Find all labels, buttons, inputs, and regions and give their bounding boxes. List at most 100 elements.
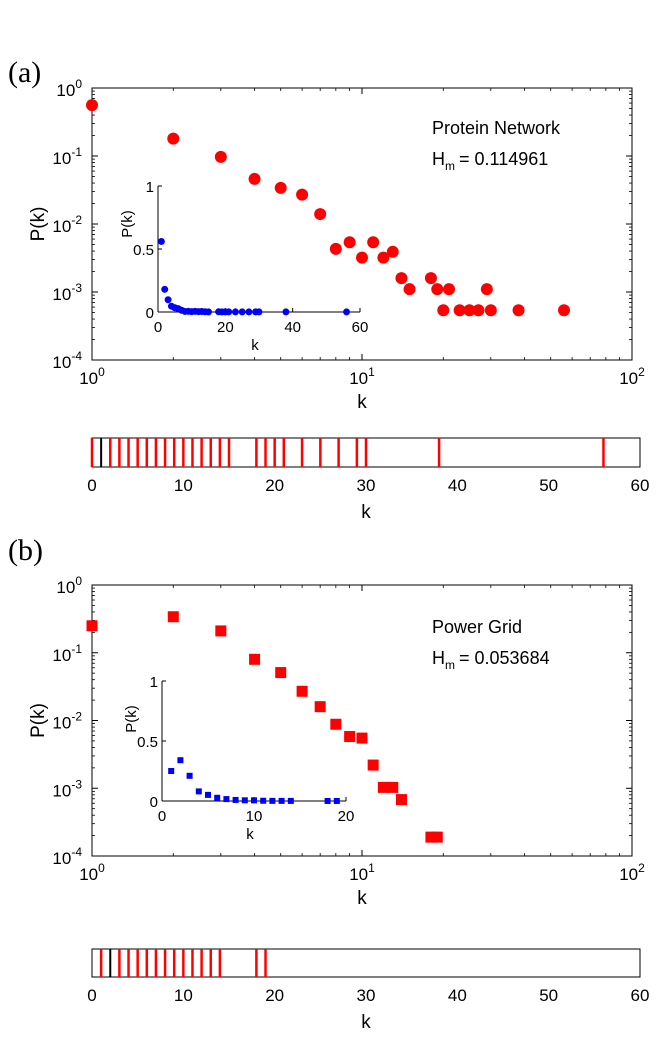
data-point (424, 272, 437, 285)
data-point (344, 731, 356, 743)
inset-y-tick-label: 0.5 (137, 734, 158, 751)
inset-data-point (260, 797, 267, 804)
inset-data-point (324, 797, 331, 804)
inset-data-point (195, 788, 202, 795)
data-point (367, 236, 380, 249)
strip-x-tick-label: 50 (539, 476, 558, 495)
data-point (343, 236, 356, 249)
data-point (472, 304, 485, 317)
inset-data-point (278, 797, 285, 804)
y-tick-label: 100 (56, 574, 82, 597)
x-axis-label: k (357, 888, 367, 909)
degree-strip: 0 10 20 30 40 50 60 k (87, 437, 650, 523)
strip-x-tick-label: 30 (357, 986, 376, 1005)
y-tick-label: 10-4 (52, 349, 82, 372)
data-point (329, 242, 342, 255)
data-point (86, 99, 98, 112)
inset-x-tick-label: 20 (338, 808, 355, 825)
inset-x-axis-label: k (246, 826, 254, 843)
inset-data-point (157, 237, 165, 245)
y-tick-label: 10-2 (52, 213, 82, 236)
inset-y-tick-label: 0.5 (133, 242, 154, 259)
data-point (167, 132, 180, 145)
data-point (274, 181, 287, 194)
inset-data-point (238, 308, 246, 316)
data-point (330, 718, 342, 730)
inset-plot: 0 20 40 60 0 0.5 1 k P(k) (119, 179, 368, 354)
inset-data-point (161, 285, 169, 293)
data-point (296, 685, 308, 697)
y-tick-label: 10-2 (52, 710, 82, 733)
y-axis-label: P(k) (28, 207, 49, 242)
data-point (167, 611, 179, 623)
data-point (442, 283, 455, 296)
hm-annotation: Hm = 0.114961 (432, 149, 548, 173)
inset-data-point (186, 772, 193, 779)
strip-x-tick-label: 60 (631, 986, 650, 1005)
x-tick-label: 101 (349, 365, 375, 388)
inset-data-point (231, 308, 239, 316)
inset-data-point (287, 797, 294, 804)
data-point (453, 304, 466, 317)
data-point (425, 831, 437, 843)
y-tick-label: 10-3 (52, 281, 82, 304)
inset-data-point (269, 797, 276, 804)
inset-data-point (232, 796, 239, 803)
inset-x-tick-label: 10 (246, 808, 263, 825)
panel-label: (b) (8, 534, 43, 567)
data-point (431, 831, 443, 843)
inset-plot: 0 10 20 0 0.5 1 k P(k) (123, 674, 354, 843)
strip-x-tick-label: 50 (539, 986, 558, 1005)
inset-data-point (343, 308, 351, 316)
hm-annotation: Hm = 0.053684 (432, 648, 550, 672)
data-point (431, 283, 444, 296)
data-point (314, 208, 327, 221)
network-name: Power Grid (432, 617, 522, 637)
y-tick-label: 10-1 (52, 145, 82, 168)
inset-data-point (164, 296, 172, 304)
data-point (275, 667, 287, 679)
inset-data-point (205, 791, 211, 798)
inset-y-axis-label: P(k) (119, 210, 136, 238)
panel-a: (a)100 101 10210010-110-210-310-4kP(k)Prot… (8, 56, 649, 523)
data-point (403, 283, 416, 296)
data-point (86, 620, 98, 632)
data-point (480, 283, 493, 296)
strip-x-axis-label: k (361, 1012, 371, 1033)
y-tick-label: 100 (56, 77, 82, 100)
inset-x-tick-label: 60 (352, 319, 369, 336)
data-point (249, 653, 261, 665)
data-point (296, 188, 309, 201)
data-point (484, 304, 497, 317)
x-tick-label: 102 (619, 861, 645, 884)
inset-data-point (225, 308, 233, 316)
inset-x-tick-label: 0 (154, 319, 162, 336)
inset-data-point (255, 308, 263, 316)
inset-data-point (177, 757, 184, 764)
data-point (512, 304, 525, 317)
y-tick-label: 10-1 (52, 642, 82, 665)
x-tick-label: 101 (349, 861, 375, 884)
data-point (463, 304, 476, 317)
data-point (377, 781, 389, 793)
panel-b: (b)100 101 10210010-110-210-310-4kP(k)Powe… (8, 534, 649, 1033)
data-point (356, 251, 368, 264)
inset-data-point (223, 796, 230, 803)
data-point (356, 732, 368, 744)
strip-x-tick-label: 40 (448, 986, 467, 1005)
data-point (558, 304, 571, 317)
data-point (248, 172, 261, 185)
x-tick-label: 100 (79, 861, 105, 884)
inset-x-tick-label: 0 (158, 808, 166, 825)
strip-x-tick-label: 0 (87, 986, 96, 1005)
inset-data-point (241, 797, 248, 804)
inset-y-axis-label: P(k) (123, 705, 140, 733)
strip-x-axis-label: k (361, 502, 371, 523)
strip-x-tick-label: 30 (357, 476, 376, 495)
inset-data-point (205, 308, 212, 316)
inset-data-point (333, 797, 340, 804)
data-point (437, 304, 450, 317)
data-point (214, 150, 227, 163)
strip-x-tick-label: 60 (631, 476, 650, 495)
